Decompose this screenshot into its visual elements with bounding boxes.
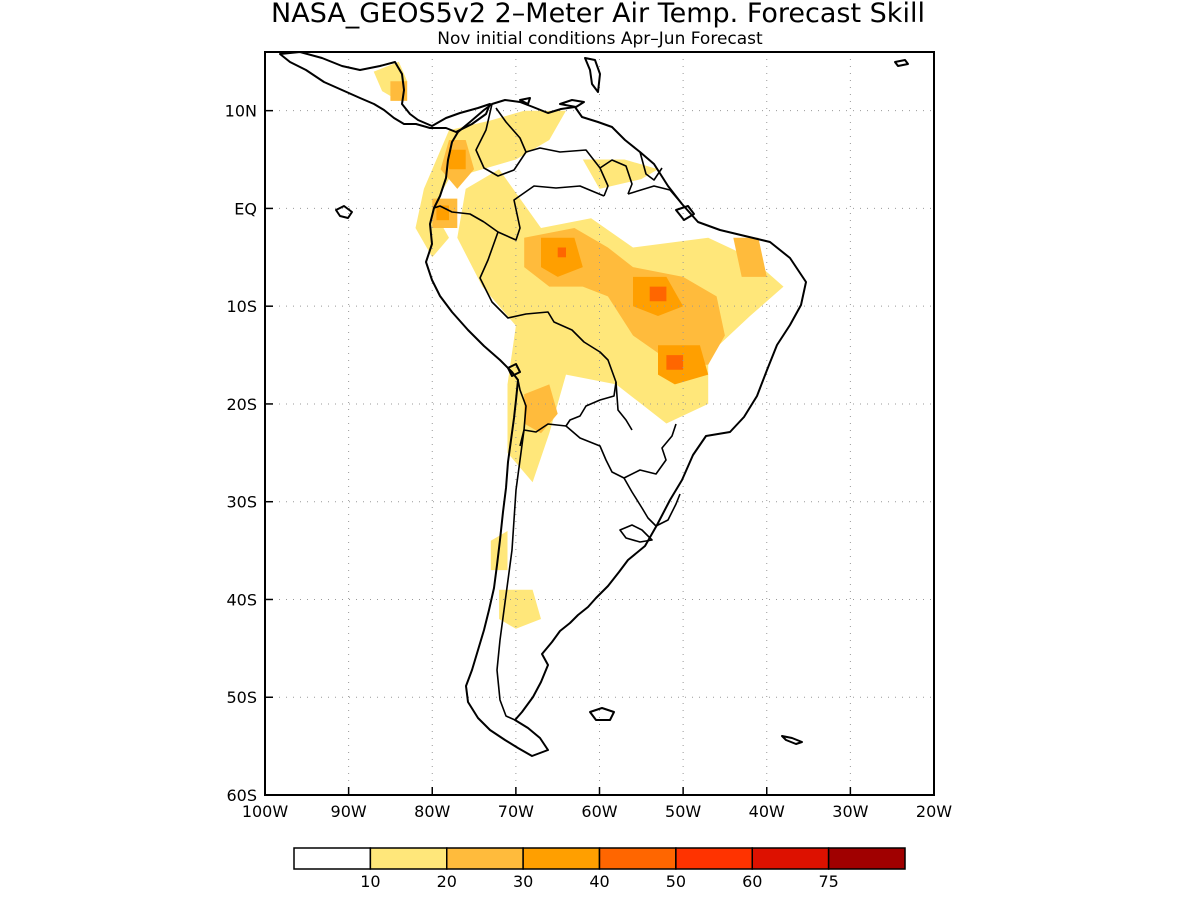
figure-title: NASA_GEOS5v2 2–Meter Air Temp. Forecast … [271, 0, 925, 29]
country-border [627, 185, 683, 205]
colorbar-swatch-4 [598, 847, 677, 870]
skill-region-17 [557, 247, 566, 258]
skill-region-18 [649, 286, 667, 302]
galapagos-islands [335, 205, 353, 219]
colorbar-swatch-6 [751, 847, 830, 870]
country-border [615, 381, 633, 431]
skill-region-10 [733, 237, 767, 277]
colorbar-swatch-7 [827, 847, 906, 870]
skill-region-15 [449, 149, 466, 170]
map-plot-area [265, 52, 934, 795]
lake-titicaca [507, 363, 521, 377]
country-border [479, 231, 617, 433]
lon-tick-label: 60W [581, 802, 617, 821]
country-border [623, 477, 681, 527]
colorbar-label: 75 [818, 872, 838, 891]
marajo-island [675, 205, 695, 221]
caribbean-island [559, 99, 585, 108]
colorbar-label: 20 [437, 872, 457, 891]
lon-tick-label: 40W [749, 802, 785, 821]
country-border [475, 103, 527, 177]
colorbar-swatch-0 [293, 847, 372, 870]
lon-tick-label: 30W [832, 802, 868, 821]
colorbar-label: 40 [589, 872, 609, 891]
country-border [433, 205, 485, 223]
colorbar-label: 60 [742, 872, 762, 891]
country-border [525, 147, 601, 169]
skill-region-9 [524, 384, 558, 434]
colorbar-swatch-5 [675, 847, 754, 870]
lat-tick-label: 20S [226, 395, 257, 414]
lat-tick-label: 40S [226, 590, 257, 609]
colorbar-label: 10 [360, 872, 380, 891]
caribbean-island [894, 59, 909, 67]
lon-tick-label: 100W [242, 802, 289, 821]
map-gridlines [265, 52, 934, 795]
south-georgia-island [781, 735, 803, 745]
skill-region-12 [541, 237, 583, 277]
lon-tick-label: 20W [916, 802, 952, 821]
lon-tick-label: 70W [498, 802, 534, 821]
country-border [639, 151, 663, 181]
colorbar-swatch-1 [369, 847, 448, 870]
colorbar-swatch-3 [522, 847, 601, 870]
skill-region-4 [499, 589, 541, 629]
colorbar-label: 30 [513, 872, 533, 891]
colorbar: 10 20 30 40 50 60 75 [293, 847, 906, 891]
lat-tick-label: 10S [226, 297, 257, 316]
lon-tick-label: 90W [331, 802, 367, 821]
caribbean-island [584, 57, 601, 93]
lat-tick-label: 30S [226, 493, 257, 512]
colorbar-label: 50 [666, 872, 686, 891]
lat-tick-label: 10N [225, 102, 257, 121]
falkland-islands [589, 707, 615, 721]
lat-tick-label: 60S [226, 786, 257, 805]
country-border [599, 159, 633, 195]
caribbean-island [519, 97, 531, 105]
south-america-coastline [425, 99, 807, 757]
colorbar-swatch-2 [446, 847, 524, 870]
lat-tick-label: 50S [226, 688, 257, 707]
country-border [496, 429, 525, 721]
lon-tick-label: 80W [414, 802, 450, 821]
country-border [483, 185, 605, 241]
lat-tick-label: EQ [234, 199, 257, 218]
skill-region-19 [666, 355, 684, 370]
rio-de-la-plata [619, 524, 653, 543]
figure-subtitle: Nov initial conditions Apr–Jun Forecast [437, 29, 763, 49]
central-america-coastline [279, 52, 491, 133]
lon-tick-label: 50W [665, 802, 701, 821]
country-border [599, 167, 609, 197]
country-border [565, 423, 677, 479]
